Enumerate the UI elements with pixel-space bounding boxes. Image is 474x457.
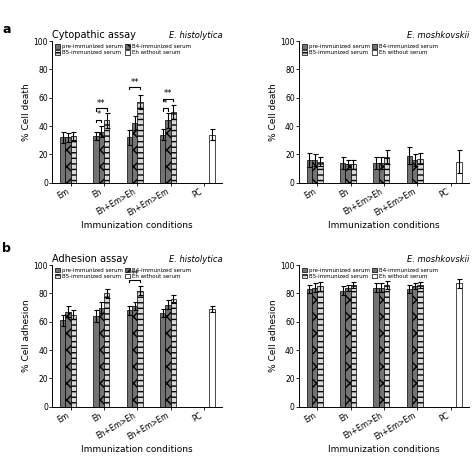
Bar <box>374 163 379 183</box>
Legend: pre-immunized serum, B5-immunized serum, B4-immunized serum, Eh without serum: pre-immunized serum, B5-immunized serum,… <box>302 44 438 55</box>
Legend: pre-immunized serum, B5-immunized serum, B4-immunized serum, Eh without serum: pre-immunized serum, B5-immunized serum,… <box>55 44 191 55</box>
Bar <box>407 156 412 183</box>
Text: E. histolytica: E. histolytica <box>169 31 222 40</box>
Bar <box>104 121 109 183</box>
Bar <box>65 138 71 183</box>
Bar <box>165 305 171 407</box>
Bar <box>137 102 143 183</box>
Bar <box>412 160 418 183</box>
Bar <box>418 159 423 183</box>
Bar <box>93 316 99 407</box>
Text: b: b <box>2 242 11 255</box>
Bar <box>351 165 356 183</box>
Text: *: * <box>163 99 167 108</box>
Bar <box>210 309 215 407</box>
Bar <box>418 285 423 407</box>
Bar <box>346 288 351 407</box>
Bar <box>307 289 312 407</box>
Bar <box>93 136 99 183</box>
Y-axis label: % Cell death: % Cell death <box>269 83 278 141</box>
Bar <box>456 283 462 407</box>
Bar <box>456 162 462 183</box>
Bar <box>104 293 109 407</box>
Bar <box>99 132 104 183</box>
Bar <box>171 112 176 183</box>
Text: *: * <box>96 110 100 119</box>
X-axis label: Immunization conditions: Immunization conditions <box>82 221 193 230</box>
Y-axis label: % Cell death: % Cell death <box>22 83 31 141</box>
Text: **: ** <box>130 271 139 280</box>
Bar <box>71 136 76 183</box>
Bar <box>379 163 384 183</box>
Text: Cytopathic assay: Cytopathic assay <box>52 30 136 40</box>
Bar <box>318 162 323 183</box>
Bar <box>71 314 76 407</box>
Bar <box>210 135 215 183</box>
Bar <box>65 312 71 407</box>
Bar <box>99 308 104 407</box>
Bar <box>127 310 132 407</box>
Legend: pre-immunized serum, B5-immunized serum, B4-immunized serum, Eh without serum: pre-immunized serum, B5-immunized serum,… <box>302 268 438 279</box>
Bar <box>346 165 351 183</box>
Bar <box>171 299 176 407</box>
Bar <box>351 285 356 407</box>
Bar <box>307 160 312 183</box>
Text: E. histolytica: E. histolytica <box>169 255 222 264</box>
Text: Adhesion assay: Adhesion assay <box>52 254 128 264</box>
Bar <box>340 163 346 183</box>
X-axis label: Immunization conditions: Immunization conditions <box>328 445 440 454</box>
Bar <box>407 289 412 407</box>
Bar <box>412 286 418 407</box>
Bar <box>132 123 137 183</box>
X-axis label: Immunization conditions: Immunization conditions <box>328 221 440 230</box>
Bar <box>312 160 318 183</box>
Bar <box>137 291 143 407</box>
Bar <box>165 121 171 183</box>
Y-axis label: % Cell adhesion: % Cell adhesion <box>22 300 31 372</box>
Bar <box>374 288 379 407</box>
Bar <box>379 288 384 407</box>
Bar <box>127 138 132 183</box>
Bar <box>384 157 390 183</box>
Bar <box>132 306 137 407</box>
Y-axis label: % Cell adhesion: % Cell adhesion <box>269 300 278 372</box>
Text: **: ** <box>164 89 172 98</box>
X-axis label: Immunization conditions: Immunization conditions <box>82 445 193 454</box>
Bar <box>340 291 346 407</box>
Text: a: a <box>2 23 11 36</box>
Bar <box>160 135 165 183</box>
Text: **: ** <box>130 78 139 87</box>
Bar <box>60 138 65 183</box>
Bar <box>318 286 323 407</box>
Bar <box>60 320 65 407</box>
Text: **: ** <box>97 99 106 108</box>
Legend: pre-immunized serum, B5-immunized serum, B4-immunized serum, Eh without serum: pre-immunized serum, B5-immunized serum,… <box>55 268 191 279</box>
Bar <box>160 313 165 407</box>
Bar <box>384 285 390 407</box>
Text: E. moshkovskii: E. moshkovskii <box>407 255 469 264</box>
Bar <box>312 288 318 407</box>
Text: E. moshkovskii: E. moshkovskii <box>407 31 469 40</box>
